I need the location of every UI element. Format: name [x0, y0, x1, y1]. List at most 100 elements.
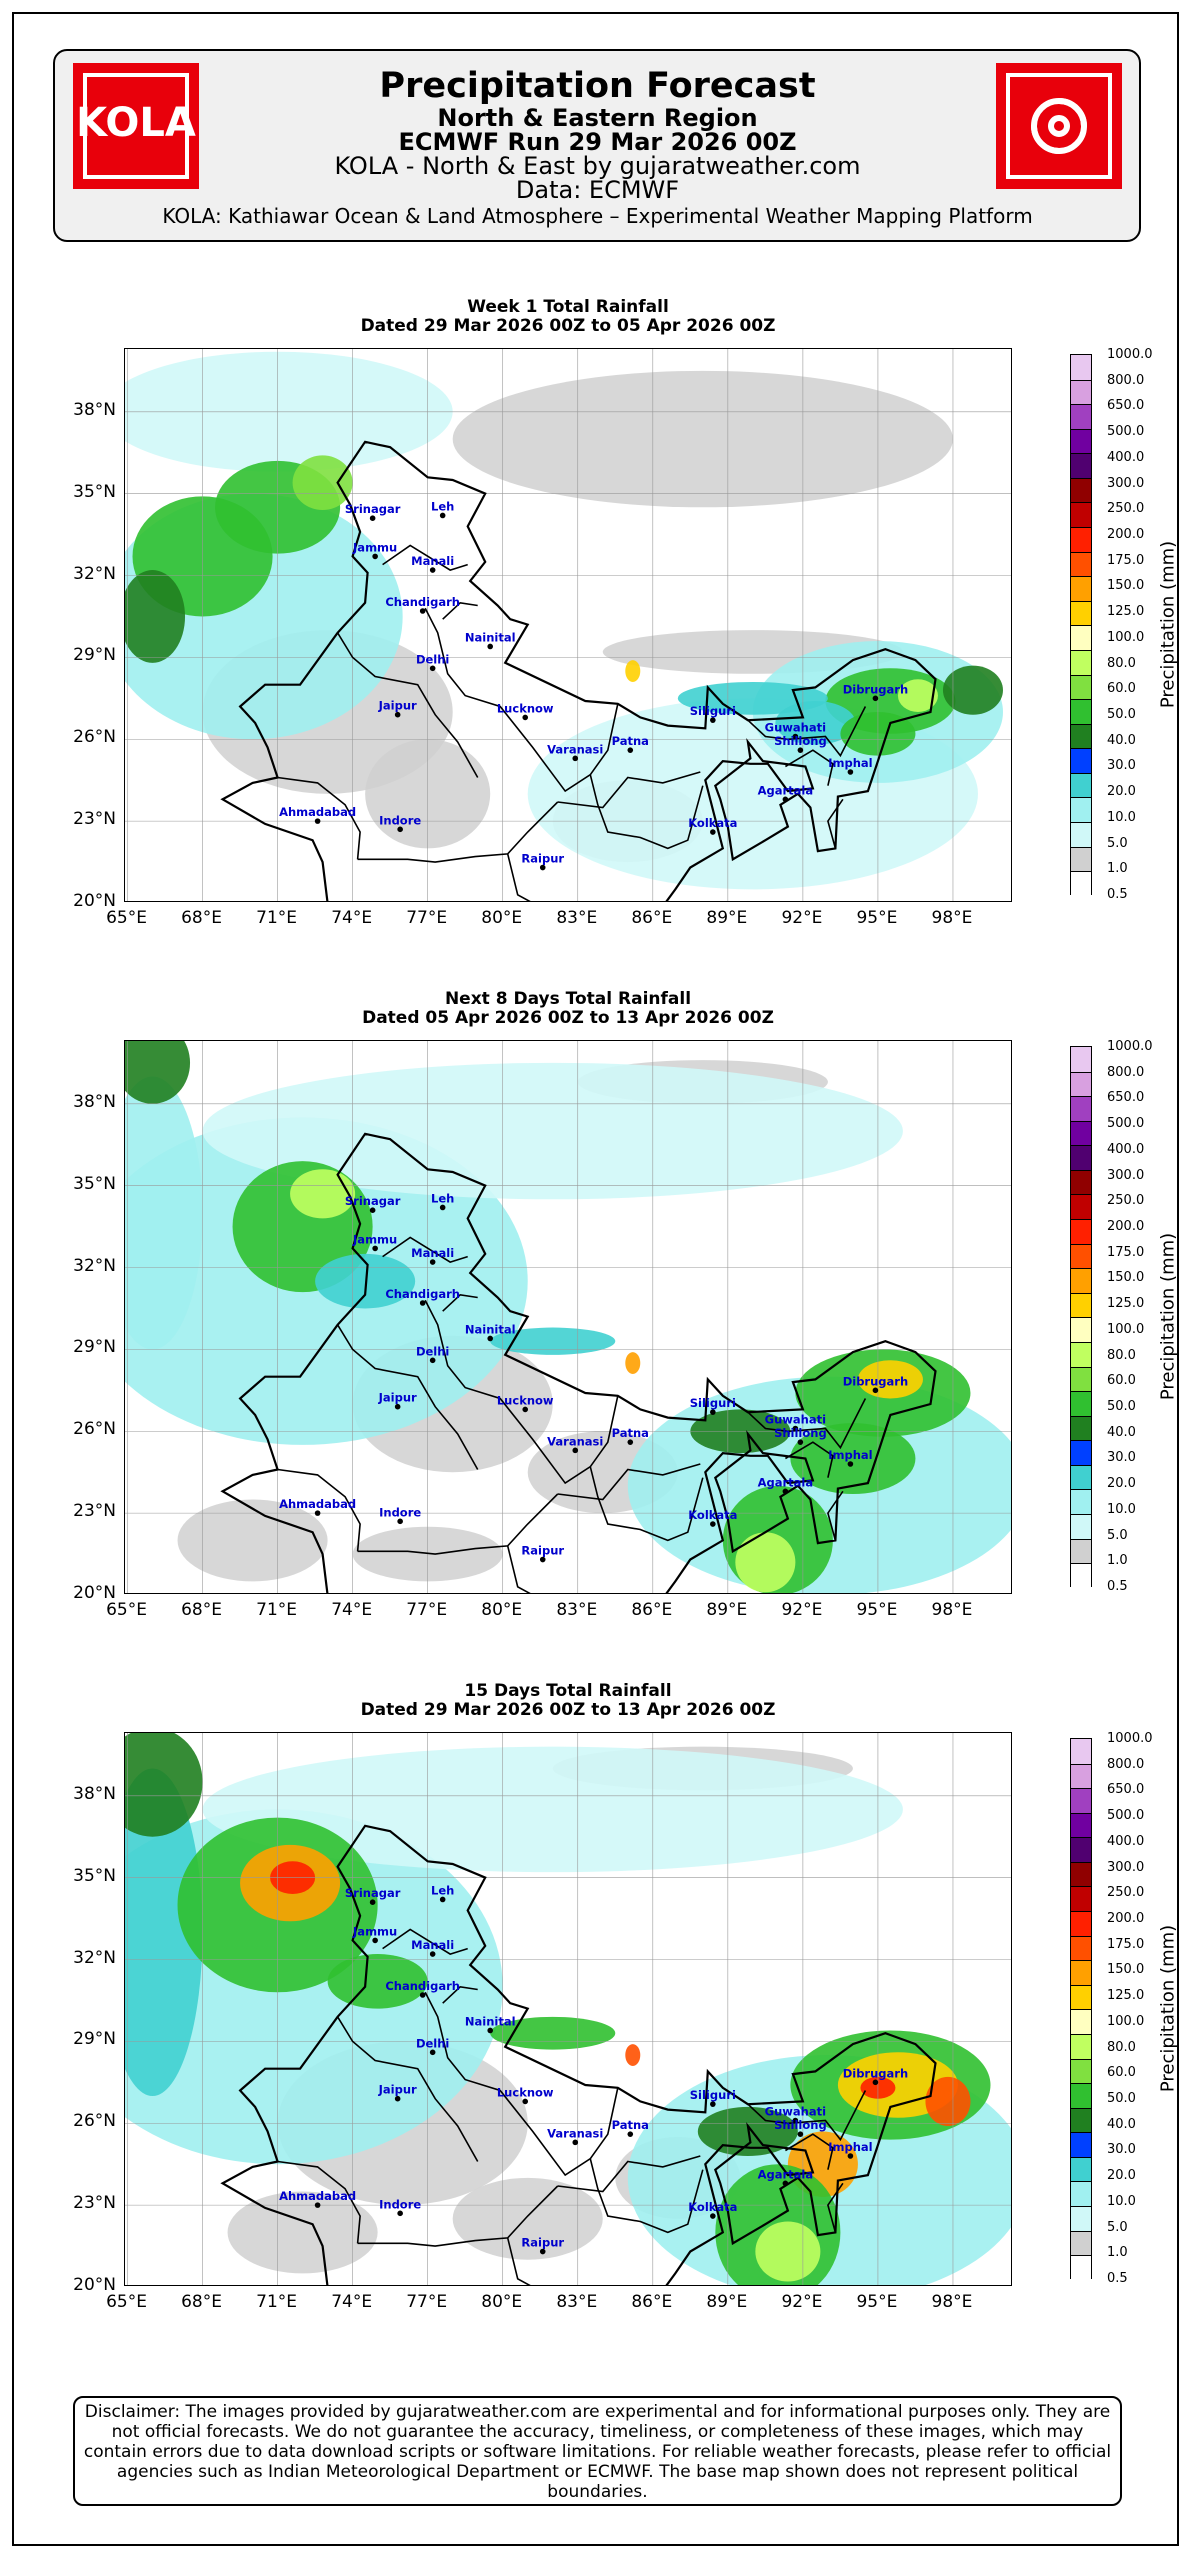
panel-dates: Dated 05 Apr 2026 00Z to 13 Apr 2026 00Z [362, 1008, 774, 1028]
colorbar-level-label: 100.0 [1107, 2013, 1145, 2029]
colorbar-level-label: 400.0 [1107, 1833, 1145, 1849]
city-label: Lucknow [497, 701, 554, 715]
rainfall-map: Srinagar Leh Jammu Manali Chandigarh Nainital… [124, 1732, 1012, 2286]
region-subtitle: North & Eastern Region [437, 104, 758, 132]
colorbar-level-label: 60.0 [1107, 1373, 1136, 1389]
lon-tick-label: 86°E [631, 2292, 673, 2312]
lon-tick-label: 65°E [106, 908, 147, 928]
city-label: Delhi [416, 1344, 449, 1358]
lat-tick-label: 32°N [73, 1947, 116, 1968]
city-label: Imphal [828, 2140, 872, 2154]
colorbar-level-label: 175.0 [1107, 552, 1145, 568]
colorbar-level-label: 650.0 [1107, 398, 1145, 414]
colorbar-level-label: 10.0 [1107, 2193, 1136, 2209]
colorbar-level-label: 30.0 [1107, 2142, 1136, 2158]
disclaimer: Disclaimer: The images provided by gujar… [73, 2396, 1122, 2506]
colorbar-level-label: 80.0 [1107, 1347, 1136, 1363]
rainfall-map: Srinagar Leh Jammu Manali Chandigarh Nainital… [124, 348, 1012, 902]
city-label: Jammu [352, 1232, 397, 1246]
lat-tick-label: 32°N [73, 1255, 116, 1276]
colorbar-level-label: 50.0 [1107, 707, 1136, 722]
lat-tick-label: 38°N [73, 1783, 116, 1804]
lat-tick-label: 35°N [73, 1173, 116, 1194]
colorbar-level-label: 500.0 [1107, 424, 1145, 440]
colorbar-level-label: 500.0 [1107, 1116, 1145, 1132]
lat-tick-label: 38°N [73, 1091, 116, 1112]
lat-tick-label: 35°N [73, 1865, 116, 1886]
lon-tick-label: 92°E [781, 2292, 823, 2312]
panel-title: 15 Days Total Rainfall Dated 29 Mar 2026 … [124, 1682, 1012, 1720]
lat-tick-label: 23°N [73, 2193, 116, 2214]
city-label: Ahmadabad [279, 805, 356, 819]
lat-tick-label: 35°N [73, 481, 116, 502]
city-label: Ahmadabad [279, 1497, 356, 1511]
colorbar-level-label: 200.0 [1107, 1911, 1145, 1926]
lon-tick-label: 68°E [181, 2292, 222, 2312]
colorbar-level-label: 1.0 [1107, 2245, 1128, 2261]
data-line: Data: ECMWF [515, 176, 680, 204]
city-label: Varanasi [547, 742, 603, 756]
lon-tick-label: 86°E [631, 1600, 673, 1620]
colorbar-level-label: 800.0 [1107, 372, 1145, 388]
colorbar-level-label: 0.5 [1107, 887, 1128, 902]
city-label: Guwahati [765, 721, 826, 735]
lon-tick-label: 95°E [856, 1600, 898, 1620]
lon-tick-label: 83°E [556, 2292, 598, 2312]
city-label: Chandigarh [385, 1287, 460, 1301]
colorbar-level-label: 1.0 [1107, 1553, 1128, 1569]
city-label: Kolkata [688, 2200, 737, 2214]
city-label: Lucknow [497, 2085, 554, 2099]
lon-tick-label: 86°E [631, 908, 673, 928]
panel-dates: Dated 29 Mar 2026 00Z to 13 Apr 2026 00Z [360, 1700, 776, 1720]
colorbar-level-label: 500.0 [1107, 1808, 1145, 1824]
lon-tick-label: 74°E [331, 2292, 373, 2312]
colorbar-level-label: 300.0 [1107, 1167, 1145, 1183]
lon-tick-label: 98°E [931, 2292, 973, 2312]
colorbar-level-label: 150.0 [1107, 1270, 1145, 1286]
lon-tick-label: 83°E [556, 1600, 598, 1620]
colorbar-level-label: 100.0 [1107, 629, 1145, 645]
city-label: Delhi [416, 2036, 449, 2050]
lat-tick-label: 23°N [73, 1501, 116, 1522]
city-label: Kolkata [688, 1508, 737, 1522]
lat-tick-label: 20°N [73, 1583, 116, 1603]
city-label: Jammu [352, 1924, 397, 1938]
colorbar-level-label: 400.0 [1107, 449, 1145, 465]
lon-tick-label: 77°E [406, 2292, 448, 2312]
colorbar [1070, 354, 1092, 896]
city-label: Raipur [521, 2236, 564, 2250]
city-label: Agartala [758, 2167, 814, 2181]
colorbar-level-label: 60.0 [1107, 2065, 1136, 2081]
lat-tick-label: 26°N [73, 2111, 116, 2132]
colorbar-level-label: 50.0 [1107, 1399, 1136, 1414]
colorbar-level-label: 40.0 [1107, 1424, 1136, 1440]
city-label: Shillong [774, 1426, 827, 1440]
colorbar-level-label: 50.0 [1107, 2091, 1136, 2106]
lon-tick-label: 74°E [331, 908, 373, 928]
lon-tick-label: 68°E [181, 1600, 222, 1620]
colorbar-level-label: 1.0 [1107, 861, 1128, 877]
city-label: Varanasi [547, 2126, 603, 2140]
lon-tick-label: 74°E [331, 1600, 373, 1620]
city-label: Jaipur [378, 1391, 417, 1405]
city-label: Jaipur [378, 2083, 417, 2097]
city-label: Dibrugarh [843, 1374, 908, 1388]
kola-logo: KOLA [73, 63, 199, 189]
colorbar [1070, 1046, 1092, 1588]
city-label: Dibrugarh [843, 2066, 908, 2080]
city-label: Shillong [774, 734, 827, 748]
panel-title: Week 1 Total Rainfall Dated 29 Mar 2026 0… [124, 298, 1012, 336]
city-label: Delhi [416, 652, 449, 666]
lon-tick-label: 89°E [706, 1600, 748, 1620]
city-label: Dibrugarh [843, 682, 908, 696]
lon-tick-label: 71°E [256, 1600, 298, 1620]
page-title: Precipitation Forecast [379, 66, 816, 106]
colorbar-level-label: 80.0 [1107, 2039, 1136, 2055]
colorbar-level-label: 30.0 [1107, 758, 1136, 774]
colorbar-level-label: 125.0 [1107, 1988, 1145, 2004]
platform-tagline: KOLA: Kathiawar Ocean & Land Atmosphere … [162, 204, 1033, 228]
city-label: Chandigarh [385, 1979, 460, 1993]
city-label: Shillong [774, 2118, 827, 2132]
city-label: Indore [379, 1505, 421, 1519]
city-label: Ahmadabad [279, 2189, 356, 2203]
